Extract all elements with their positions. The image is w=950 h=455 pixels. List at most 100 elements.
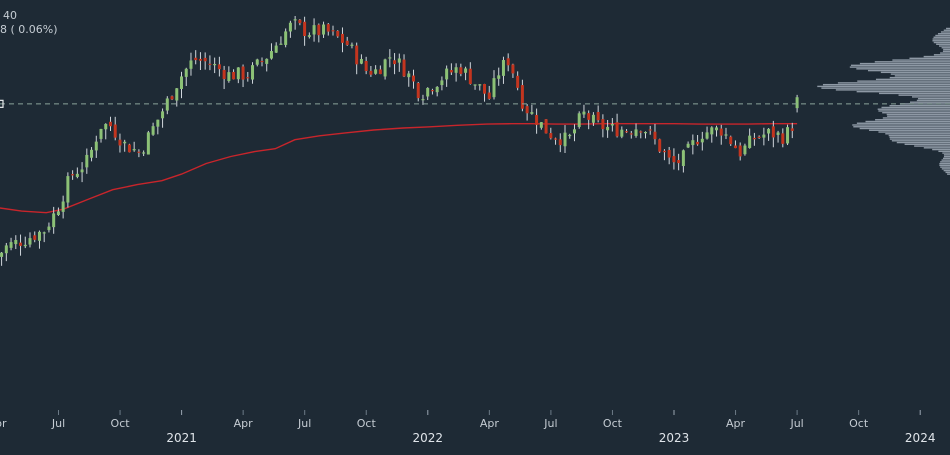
candle-down (345, 40, 349, 45)
candle-up (56, 211, 60, 216)
candle-down (658, 139, 662, 152)
x-year-label: 2021 (166, 431, 197, 445)
candle-up (85, 154, 89, 168)
volume-profile-bar (850, 64, 950, 67)
candle-down (662, 150, 666, 153)
candle-up (42, 232, 46, 234)
volume-profile-bar (941, 159, 950, 161)
candle-down (672, 156, 676, 163)
volume-profile-bar (878, 131, 950, 133)
candle-up (374, 69, 378, 74)
volume-profile-bar (940, 31, 950, 33)
candle-down (33, 235, 37, 240)
volume-profile-bar (946, 27, 950, 30)
candle-down (601, 119, 605, 130)
candle-down (118, 139, 122, 146)
volume-profile-bar (943, 29, 950, 31)
candle-up (94, 141, 98, 151)
candle-down (203, 57, 207, 62)
candle-down (719, 128, 723, 136)
volume-profile-bar (869, 129, 950, 131)
candle-up (426, 87, 430, 97)
candle-down (260, 60, 264, 63)
volume-profile-bar (910, 101, 950, 103)
volume-profile-bar (942, 157, 950, 160)
candle-up (104, 123, 108, 130)
volume-profile-bar (890, 73, 950, 75)
candle-down (587, 113, 591, 120)
volume-profile-bar (936, 43, 950, 45)
volume-profile-bar (817, 85, 950, 88)
volume-profile-bar (943, 155, 950, 158)
candle-up (383, 59, 387, 77)
candle-down (303, 21, 307, 37)
candle-up (397, 58, 401, 63)
candle-up (568, 134, 572, 137)
candle-down (629, 133, 633, 135)
volume-profile-bar (947, 173, 950, 175)
candle-down (340, 33, 344, 43)
candle-down (208, 63, 212, 65)
candle-up (279, 43, 283, 45)
candle-down (653, 131, 657, 140)
volume-profile-bar (899, 103, 950, 105)
candle-up (132, 149, 136, 151)
candle-down (402, 59, 406, 77)
candle-up (227, 72, 231, 82)
candle-down (326, 24, 330, 32)
candle-down (639, 131, 643, 133)
candle-up (359, 58, 363, 64)
x-year-label: 2023 (659, 431, 690, 445)
x-month-label: Oct (603, 417, 623, 430)
candle-up (445, 68, 449, 80)
volume-profile-bar (856, 68, 950, 70)
candle-up (440, 80, 444, 86)
volume-profile-bar (941, 47, 950, 49)
volume-profile-bar (943, 48, 950, 51)
candle-up (743, 145, 747, 155)
volume-profile-bar (923, 55, 950, 58)
volume-profile-bar (918, 97, 950, 100)
volume-profile-bar (888, 134, 950, 137)
candle-down (511, 64, 515, 74)
volume-profile (817, 27, 950, 175)
volume-profile-bar (898, 94, 950, 96)
candle-down (241, 66, 245, 80)
candle-up (350, 44, 354, 46)
candle-down (459, 67, 463, 74)
volume-profile-bar (875, 119, 950, 121)
candle-down (468, 68, 472, 84)
candle-up (165, 98, 169, 111)
candle-down (416, 82, 420, 99)
volume-profile-bar (877, 108, 950, 110)
candle-up (180, 76, 184, 89)
candle-up (161, 111, 165, 119)
candle-down (198, 58, 202, 61)
candle-up (748, 135, 752, 148)
x-month-label: Apr (726, 417, 746, 430)
candle-up (47, 226, 51, 231)
volume-profile-bar (874, 61, 950, 63)
volume-profile-bar (938, 150, 950, 153)
candle-up (269, 51, 273, 59)
candle-up (478, 84, 482, 86)
candle-up (715, 127, 719, 131)
x-year-label: 2024 (905, 431, 936, 445)
volume-profile-bar (933, 41, 950, 44)
candle-down (738, 145, 742, 157)
candle-down (733, 145, 737, 149)
volume-profile-bar (879, 92, 950, 95)
sma-series (0, 122, 798, 214)
volume-profile-bar (835, 89, 950, 91)
candle-down (108, 121, 112, 127)
volume-profile-bar (889, 136, 950, 138)
candle-down (378, 69, 382, 75)
candle-down (752, 137, 756, 140)
candle-down (170, 96, 174, 100)
volume-profile-bar (914, 145, 950, 147)
candle-down (615, 122, 619, 137)
volume-profile-bar (909, 57, 950, 60)
candle-down (317, 24, 321, 36)
volume-profile-bar (916, 99, 950, 102)
